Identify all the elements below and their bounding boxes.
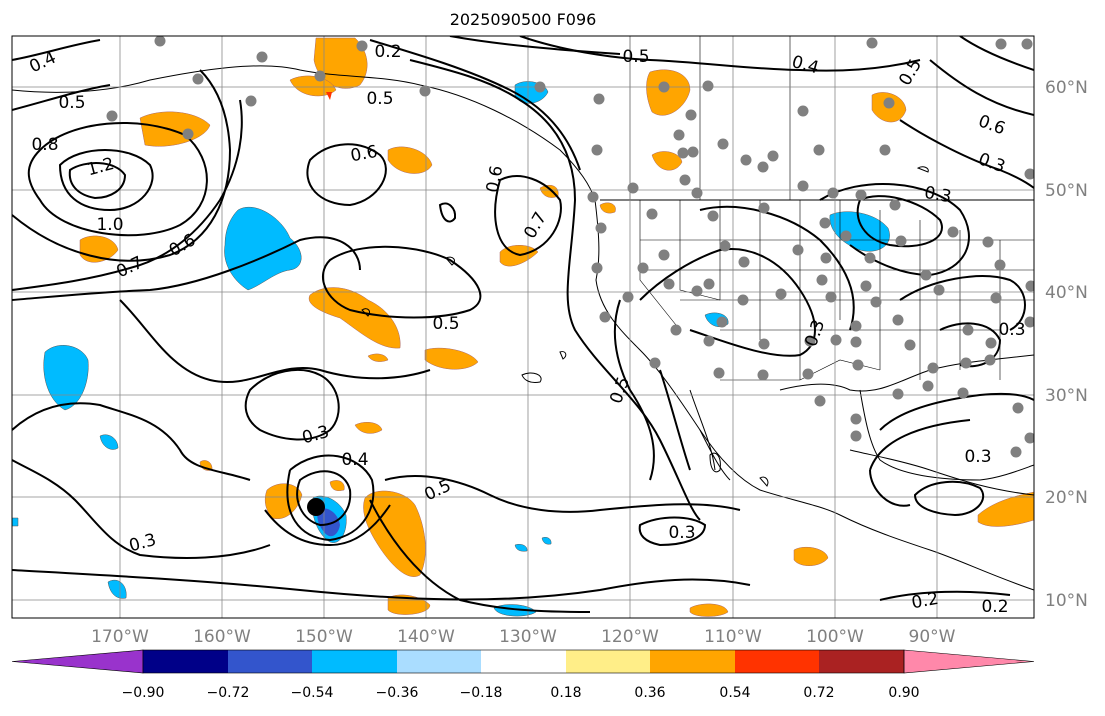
contour-label: 0.2 bbox=[374, 42, 401, 62]
lon-label: 170°W bbox=[91, 627, 149, 647]
colorbar-segment bbox=[566, 650, 650, 673]
positive-anomaly-shading bbox=[79, 37, 1034, 617]
contour-lines bbox=[12, 36, 1034, 613]
colorbar-tick: 0.72 bbox=[803, 685, 834, 701]
lat-label: 10°N bbox=[1045, 591, 1088, 611]
colorbar-segment bbox=[481, 650, 566, 673]
lat-label: 50°N bbox=[1045, 181, 1088, 201]
lon-label: 100°W bbox=[806, 627, 864, 647]
map-title: 2025090500 F096 bbox=[450, 10, 597, 29]
colorbar-segment bbox=[397, 650, 481, 673]
lon-label: 140°W bbox=[397, 627, 455, 647]
map-frame bbox=[11, 35, 1035, 619]
lon-label: 130°W bbox=[499, 627, 557, 647]
lat-labels: 60°N 50°N 40°N 30°N 20°N 10°N bbox=[1045, 78, 1088, 611]
colorbar-ticks: −0.90 −0.72 −0.54 −0.36 −0.18 0.18 0.36 … bbox=[122, 685, 920, 701]
contour-label: 0.2 bbox=[981, 597, 1008, 617]
colorbar-outline bbox=[142, 649, 905, 674]
gridlines bbox=[12, 36, 1034, 618]
colorbar-segment bbox=[143, 650, 228, 673]
minor-contours bbox=[361, 166, 929, 487]
colorbar-tick: −0.72 bbox=[207, 685, 250, 701]
colorbar-tick: −0.90 bbox=[122, 685, 165, 701]
lon-label: 150°W bbox=[295, 627, 353, 647]
strong-negative-shading bbox=[317, 508, 340, 537]
lon-label: 90°W bbox=[909, 627, 956, 647]
lat-label: 20°N bbox=[1045, 488, 1088, 508]
lon-label: 160°W bbox=[193, 627, 251, 647]
colorbar-extend-min bbox=[11, 649, 144, 674]
lat-label: 40°N bbox=[1045, 283, 1088, 303]
contour-label: 0.8 bbox=[31, 135, 58, 155]
contour-label: 0.2 bbox=[910, 589, 940, 613]
contour-label: 0.3 bbox=[668, 523, 695, 543]
strong-positive-shading bbox=[326, 92, 332, 100]
contour-label: 0.5 bbox=[432, 314, 459, 334]
colorbar-segment bbox=[650, 650, 735, 673]
contour-label: 0.6 bbox=[483, 164, 507, 194]
lat-label: 60°N bbox=[1045, 78, 1088, 98]
lat-label: 30°N bbox=[1045, 386, 1088, 406]
colorbar bbox=[11, 649, 1035, 674]
contour-label: 0.4 bbox=[341, 450, 368, 470]
colorbar-tick: 0.18 bbox=[550, 685, 581, 701]
colorbar-segment bbox=[735, 650, 819, 673]
colorbar-tick: −0.54 bbox=[291, 685, 334, 701]
contour-label: 0.5 bbox=[366, 89, 393, 109]
colorbar-tick: −0.18 bbox=[460, 685, 503, 701]
colorbar-segment bbox=[312, 650, 397, 673]
station-dots bbox=[106, 36, 1034, 458]
colorbar-tick: 0.54 bbox=[719, 685, 750, 701]
colorbar-extend-max bbox=[903, 649, 1035, 674]
contour-label: 0.5 bbox=[58, 93, 85, 113]
contour-label: 0.6 bbox=[349, 142, 379, 166]
storm-center-marker bbox=[307, 498, 325, 516]
contour-label: 0.5 bbox=[622, 47, 649, 67]
lon-labels: 170°W 160°W 150°W 140°W 130°W 120°W 110°… bbox=[91, 627, 956, 647]
colorbar-segment bbox=[228, 650, 312, 673]
contour-label: 0.3 bbox=[998, 320, 1025, 340]
contour-label: 0.3 bbox=[923, 183, 953, 207]
lon-label: 120°W bbox=[601, 627, 659, 647]
colorbar-tick: 0.90 bbox=[888, 685, 919, 701]
colorbar-segment bbox=[819, 650, 904, 673]
contour-label: 1.0 bbox=[96, 215, 123, 235]
colorbar-tick: −0.36 bbox=[376, 685, 419, 701]
lon-label: 110°W bbox=[704, 627, 762, 647]
contour-label: 0.3 bbox=[964, 447, 991, 467]
colorbar-tick: 0.36 bbox=[634, 685, 665, 701]
